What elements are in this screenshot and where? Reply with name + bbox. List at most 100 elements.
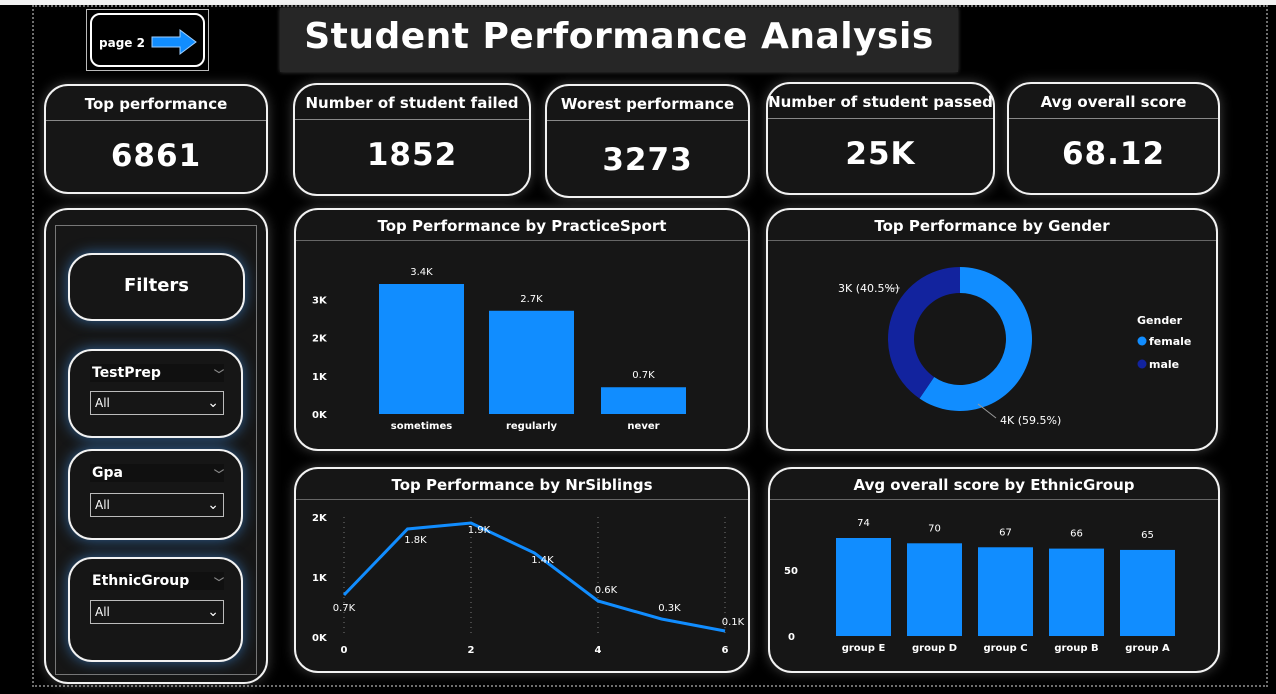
- y-tick-label: 1K: [312, 573, 328, 584]
- dropdown-value: All: [95, 396, 110, 410]
- slicer-gpa: Gpa ﹀ All ⌄: [68, 449, 243, 540]
- kpi-card-worst-performance: Worest performance 3273: [545, 84, 750, 198]
- dropdown-value: All: [95, 498, 110, 512]
- point-data-label: 0.7K: [333, 603, 356, 614]
- y-tick-label: 0K: [312, 410, 328, 421]
- legend-marker: [1137, 359, 1147, 369]
- x-tick-label: 0: [341, 645, 348, 656]
- series-line: [342, 521, 726, 633]
- x-tick-label: group C: [983, 643, 1027, 654]
- filters-panel: Filters TestPrep ﹀ All ⌄ Gpa ﹀ All ⌄: [44, 208, 268, 684]
- bar-data-label: 66: [1070, 529, 1083, 540]
- bar-data-label: 67: [999, 527, 1012, 538]
- bar-data-label: 3.4K: [410, 267, 433, 278]
- bar: [978, 547, 1033, 636]
- legend-label: female: [1149, 335, 1191, 348]
- chevron-down-icon[interactable]: ⌄: [207, 497, 219, 513]
- kpi-card-avg-score: Avg overall score 68.12: [1007, 82, 1220, 195]
- x-tick-label: never: [627, 421, 659, 432]
- y-tick-label: 2K: [312, 513, 328, 524]
- filters-title: Filters: [123, 275, 190, 296]
- x-tick-label: 4: [595, 645, 602, 656]
- kpi-label: Top performance: [46, 86, 266, 121]
- donut-slice-male: [888, 267, 960, 399]
- slicer-label: EthnicGroup ﹀: [90, 572, 224, 590]
- bar: [379, 284, 464, 414]
- y-tick-label: 50: [784, 566, 798, 577]
- x-tick-label: 6: [722, 645, 729, 656]
- point-data-label: 1.8K: [404, 535, 427, 546]
- kpi-card-failed: Number of student failed 1852: [293, 83, 531, 196]
- chart-title: Avg overall score by EthnicGroup: [770, 469, 1218, 500]
- top-edge-strip: [0, 0, 1276, 5]
- x-tick-label: group A: [1125, 643, 1170, 654]
- bar-chart-ethnicgroup: 0 50 74 group E 70 group D 67 group C 66 group B 6…: [784, 518, 1175, 654]
- kpi-value: 25K: [845, 136, 916, 172]
- y-tick-label: 2K: [312, 334, 328, 345]
- point-data-label: 0.6K: [595, 585, 618, 596]
- slice-data-label: 4K (59.5%): [1000, 414, 1061, 427]
- y-tick-label: 3K: [312, 295, 328, 306]
- chevron-down-icon[interactable]: ⌄: [207, 395, 219, 411]
- x-tick-label: group B: [1054, 643, 1098, 654]
- gpa-dropdown[interactable]: All ⌄: [90, 493, 224, 517]
- nav-button-label: page 2: [99, 36, 145, 50]
- bar: [1049, 548, 1104, 636]
- kpi-label: Number of student passed: [768, 84, 993, 119]
- kpi-value: 6861: [110, 138, 202, 174]
- bar-data-label: 2.7K: [520, 294, 543, 305]
- slicer-label-text: EthnicGroup: [92, 573, 190, 589]
- bar-data-label: 74: [857, 518, 870, 529]
- dropdown-value: All: [95, 605, 110, 619]
- slicer-label-text: Gpa: [92, 465, 123, 481]
- kpi-value: 1852: [366, 137, 458, 173]
- chevron-down-icon[interactable]: ﹀: [214, 370, 224, 381]
- chart-card-practicesport: Top Performance by PracticeSport 0K 1K 2K 3…: [294, 208, 750, 451]
- filters-inner-frame: Filters TestPrep ﹀ All ⌄ Gpa ﹀ All ⌄: [55, 225, 257, 675]
- chart-title: Top Performance by Gender: [768, 210, 1216, 241]
- chevron-down-icon[interactable]: ﹀: [214, 470, 224, 481]
- bar-chart-practicesport: 0K 1K 2K 3K 3.4K sometimes 2.7K regularly 0.7K ne…: [312, 267, 686, 432]
- slice-data-label: 3K (40.5%): [838, 282, 899, 295]
- chart-title: Top Performance by PracticeSport: [296, 210, 748, 241]
- x-tick-label: sometimes: [391, 421, 452, 432]
- chevron-down-icon[interactable]: ⌄: [207, 604, 219, 620]
- testprep-dropdown[interactable]: All ⌄: [90, 391, 224, 415]
- page-2-nav-button[interactable]: page 2: [86, 9, 209, 71]
- title-banner: Student Performance Analysis: [280, 8, 958, 72]
- chart-card-gender: Top Performance by Gender 4K (59.5%) 3K (…: [766, 208, 1218, 451]
- slicer-label: Gpa ﹀: [90, 464, 224, 482]
- canvas-frame: [32, 5, 1268, 687]
- donut-slice-female: [919, 267, 1032, 411]
- kpi-label: Number of student failed: [295, 85, 529, 120]
- page-title: Student Performance Analysis: [304, 16, 934, 57]
- chevron-down-icon[interactable]: ﹀: [214, 578, 224, 589]
- bar-data-label: 70: [928, 523, 941, 534]
- nav-button-body[interactable]: page 2: [90, 13, 205, 67]
- point-data-label: 1.4K: [531, 555, 554, 566]
- bar: [1120, 549, 1175, 636]
- x-tick-label: regularly: [506, 421, 558, 432]
- kpi-card-top-performance: Top performance 6861: [44, 84, 268, 194]
- slicer-label: TestPrep ﹀: [90, 364, 224, 382]
- x-tick-label: group D: [912, 643, 957, 654]
- chart-card-nrsiblings: Top Performance by NrSiblings 0K 1K 2K 0 2 4 6…: [294, 467, 750, 673]
- chart-card-ethnicgroup: Avg overall score by EthnicGroup 0 50 74 gr…: [768, 467, 1220, 673]
- kpi-label: Worest performance: [547, 86, 748, 121]
- legend-marker: [1137, 336, 1147, 346]
- bar: [907, 543, 962, 636]
- kpi-card-passed: Number of student passed 25K: [766, 82, 995, 195]
- y-tick-label: 1K: [312, 372, 328, 383]
- bar: [489, 310, 574, 414]
- legend-title: Gender: [1137, 314, 1183, 327]
- point-data-label: 0.3K: [658, 603, 681, 614]
- donut-chart-gender: 4K (59.5%) 3K (40.5%) Gender female male: [838, 267, 1191, 427]
- line-chart-nrsiblings: 0K 1K 2K 0 2 4 6 0.7K 1.8K 1.9K 1.4K 0.6K 0.3K 0.1K: [312, 513, 745, 656]
- kpi-value: 68.12: [1061, 136, 1166, 172]
- slicer-testprep: TestPrep ﹀ All ⌄: [68, 349, 243, 438]
- bar-data-label: 0.7K: [632, 370, 655, 381]
- bar: [601, 387, 686, 414]
- ethnicgroup-dropdown[interactable]: All ⌄: [90, 600, 224, 624]
- x-tick-label: 2: [468, 645, 475, 656]
- point-data-label: 0.1K: [722, 617, 745, 628]
